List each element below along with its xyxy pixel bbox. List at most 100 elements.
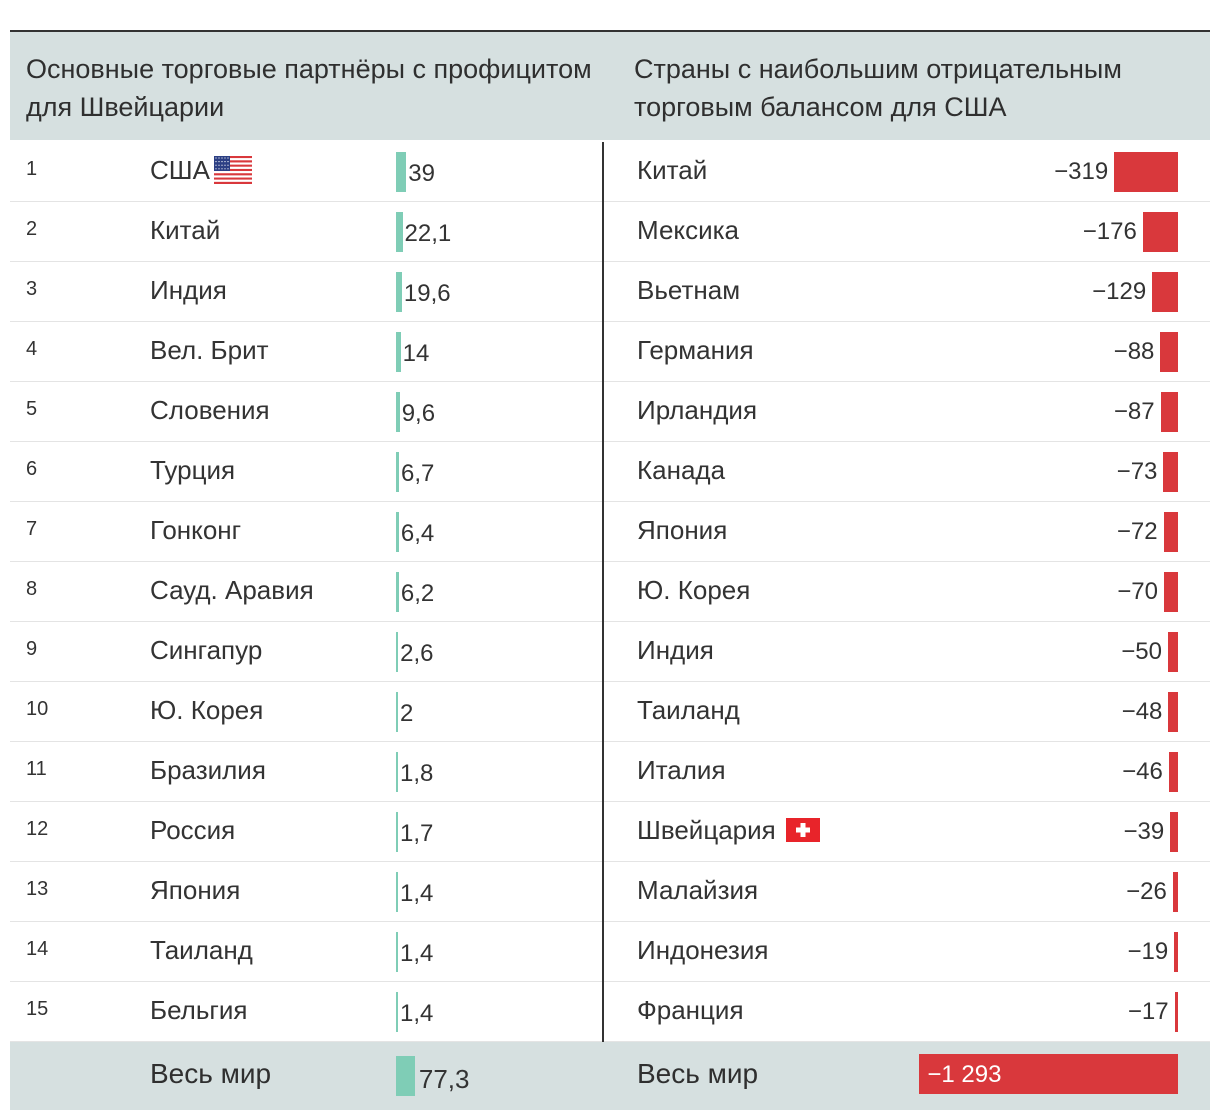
- table-row: 1 США 39 Китай −319: [10, 142, 1210, 202]
- left-country-name: Бразилия: [150, 755, 266, 786]
- left-country-name: Япония: [150, 875, 240, 906]
- right-bar: [1168, 632, 1178, 672]
- right-total-label: Весь мир: [637, 1058, 759, 1089]
- left-bar: [396, 752, 398, 792]
- right-country-label: Италия: [637, 755, 726, 785]
- left-bar: [396, 872, 398, 912]
- right-value-label: −39: [1123, 818, 1165, 845]
- right-country-label: Япония: [637, 515, 728, 545]
- left-value-label: 2: [400, 700, 414, 727]
- column-divider: [602, 142, 604, 1110]
- table-row: 10 Ю. Корея 2 Таиланд −48: [10, 682, 1210, 742]
- right-country-label: Швейцария: [637, 815, 776, 845]
- table-row: 7 Гонконг 6,4 Япония −72: [10, 502, 1210, 562]
- left-bar: [396, 812, 398, 852]
- left-country-label: Турция: [150, 455, 236, 485]
- left-bar: [396, 692, 398, 732]
- left-country-name: США: [150, 155, 252, 186]
- rank-number: 6: [26, 458, 38, 480]
- right-country-label: Малайзия: [637, 875, 759, 905]
- table-row: 3 Индия 19,6 Вьетнам −129: [10, 262, 1210, 322]
- rank-number: 15: [26, 998, 49, 1020]
- left-value-label: 6,4: [400, 520, 435, 547]
- rank-number: 9: [26, 638, 38, 660]
- left-country-label: Ю. Корея: [150, 695, 264, 725]
- left-country-label: Словения: [150, 395, 270, 425]
- right-bar: [1170, 812, 1178, 852]
- left-country-label: Китай: [150, 215, 221, 245]
- left-bar: [396, 992, 398, 1032]
- left-country-name: Индия: [150, 275, 227, 306]
- table-row: 11 Бразилия 1,8 Италия −46: [10, 742, 1210, 802]
- right-value-label: −19: [1127, 938, 1169, 965]
- right-country-name: Индонезия: [637, 935, 768, 966]
- left-value-label: 1,7: [400, 820, 434, 847]
- left-country-label: Таиланд: [150, 935, 253, 965]
- rank-number: 13: [26, 878, 49, 900]
- left-total-label: Весь мир: [150, 1058, 272, 1089]
- left-bar: [396, 632, 399, 672]
- right-country-name: Малайзия: [637, 875, 758, 906]
- left-value-label: 1,4: [400, 880, 434, 907]
- right-country-label: Франция: [637, 995, 744, 1025]
- rank-number: 8: [26, 578, 38, 600]
- right-bar: [1152, 272, 1178, 312]
- left-value-label: 22,1: [404, 220, 452, 247]
- left-value-label: 1,4: [400, 1000, 434, 1027]
- table-row: 5 Словения 9,6 Ирландия −87: [10, 382, 1210, 442]
- right-value-label: −87: [1113, 398, 1155, 425]
- rank-number: 5: [26, 398, 38, 420]
- right-bar: [1164, 572, 1178, 612]
- rank-number: 12: [26, 818, 49, 840]
- right-value-label: −319: [1054, 158, 1109, 185]
- table-row: 9 Сингапур 2,6 Индия −50: [10, 622, 1210, 682]
- left-value-label: 6,7: [401, 460, 435, 487]
- us-flag-icon: [213, 156, 252, 185]
- left-country-name: Сауд. Аравия: [150, 575, 314, 606]
- rank-number: 3: [26, 278, 38, 300]
- right-bar: [1168, 692, 1178, 732]
- left-bar: [396, 392, 400, 432]
- right-country-label: Мексика: [637, 215, 740, 245]
- right-value-label: −73: [1116, 458, 1158, 485]
- right-value-label: −46: [1122, 758, 1163, 785]
- swiss-flag-icon: [785, 818, 820, 843]
- table-header: Основные торговые партнёры с профицитом …: [10, 32, 1210, 140]
- right-country-label: Германия: [637, 335, 754, 365]
- right-country-label: Канада: [637, 455, 726, 485]
- left-country-name: Турция: [150, 455, 235, 486]
- total-row: Весь мир 77,3 Весь мир −1 293: [10, 1042, 1210, 1110]
- right-bar: [1142, 212, 1178, 252]
- left-country-label: Россия: [150, 815, 236, 845]
- rank-number: 1: [26, 158, 38, 180]
- table-row: 6 Турция 6,7 Канада −73: [10, 442, 1210, 502]
- left-column-title: Основные торговые партнёры с профицитом …: [26, 54, 592, 122]
- right-country-name: Италия: [637, 755, 726, 786]
- table-row: 12 Россия 1,7 Швейцария −39: [10, 802, 1210, 862]
- right-country-name: Франция: [637, 995, 744, 1026]
- right-country-name: Япония: [637, 515, 727, 546]
- left-bar: [396, 152, 407, 192]
- left-country-name: Россия: [150, 815, 235, 846]
- rank-number: 7: [26, 518, 38, 540]
- right-bar: [1163, 512, 1178, 552]
- right-bar: [1174, 932, 1178, 972]
- left-country-label: Сингапур: [150, 635, 263, 665]
- right-country-name: Вьетнам: [637, 275, 740, 306]
- right-bar: [1168, 752, 1178, 792]
- left-country-label: Бельгия: [150, 995, 248, 1025]
- left-total-bar: [396, 1056, 415, 1096]
- left-bar: [396, 932, 398, 972]
- rank-number: 4: [26, 338, 38, 360]
- right-bar: [1172, 872, 1178, 912]
- right-country-label: Индонезия: [637, 935, 769, 965]
- right-country-name: Индия: [637, 635, 714, 666]
- left-bar: [396, 272, 402, 312]
- right-bar: [1160, 392, 1178, 432]
- right-country-name: Китай: [637, 155, 707, 186]
- table-row: 13 Япония 1,4 Малайзия −26: [10, 862, 1210, 922]
- left-country-name: Китай: [150, 215, 220, 246]
- table-row: 14 Таиланд 1,4 Индонезия −19: [10, 922, 1210, 982]
- right-value-label: −129: [1092, 278, 1147, 305]
- left-total-value: 77,3: [418, 1064, 470, 1094]
